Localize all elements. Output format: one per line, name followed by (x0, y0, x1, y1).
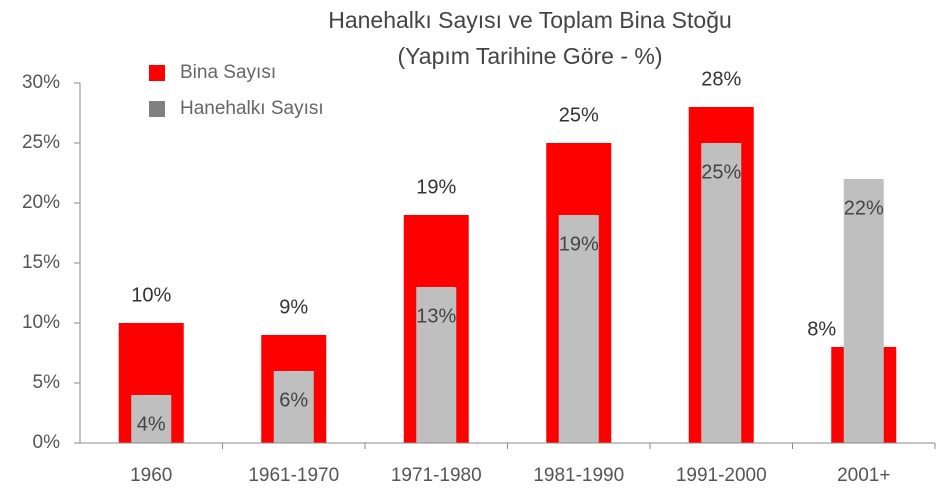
bar (558, 215, 599, 443)
bar (701, 143, 742, 443)
bar (273, 371, 314, 443)
data-label: 19% (559, 233, 599, 255)
x-tick-label: 1991-2000 (676, 465, 767, 486)
bar (843, 179, 884, 443)
y-tick-label: 5% (33, 372, 61, 393)
bar (131, 395, 172, 443)
data-label: 19% (416, 176, 456, 198)
data-label: 28% (701, 68, 741, 90)
data-label: 13% (416, 305, 456, 327)
data-label: 25% (559, 104, 599, 126)
x-tick-label: 1961-1970 (248, 465, 339, 486)
legend-label: Bina Sayısı (180, 62, 276, 83)
chart-subtitle: (Yapım Tarihine Göre - %) (397, 43, 662, 69)
y-tick-label: 15% (22, 252, 60, 273)
data-label: 8% (807, 318, 836, 340)
x-tick-label: 1971-1980 (391, 465, 482, 486)
y-tick-label: 10% (22, 312, 60, 333)
legend-swatch (149, 65, 165, 81)
data-label: 22% (844, 197, 884, 219)
x-tick-label: 2001+ (837, 465, 890, 486)
bar (416, 287, 457, 443)
data-label: 10% (131, 284, 171, 306)
y-tick-label: 30% (22, 72, 60, 93)
chart-title: Hanehalkı Sayısı ve Toplam Bina Stoğu (328, 7, 732, 33)
data-label: 6% (279, 389, 308, 411)
x-tick-label: 1960 (130, 465, 172, 486)
legend-swatch (149, 101, 165, 117)
data-label: 4% (137, 413, 166, 435)
y-tick-label: 25% (22, 132, 60, 153)
legend-label: Hanehalkı Sayısı (180, 98, 324, 119)
y-tick-label: 20% (22, 192, 60, 213)
x-tick-label: 1981-1990 (533, 465, 624, 486)
data-label: 25% (701, 161, 741, 183)
data-label: 9% (279, 296, 308, 318)
y-tick-label: 0% (33, 432, 61, 453)
